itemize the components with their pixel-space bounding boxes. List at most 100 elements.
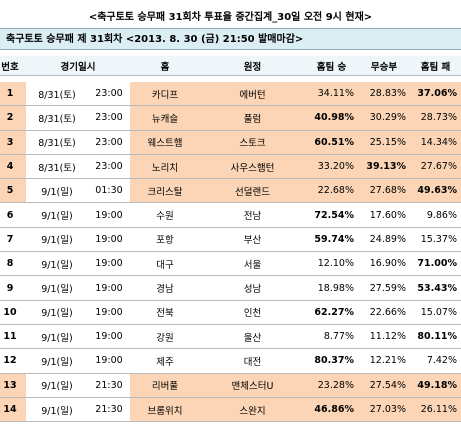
table-cell: 리버풀 bbox=[130, 373, 200, 398]
table-cell: 21:30 bbox=[88, 374, 130, 398]
column-header: 무승부 bbox=[358, 56, 410, 76]
table-cell: 크리스탈 bbox=[130, 179, 200, 204]
table-cell: 23:00 bbox=[88, 106, 130, 131]
table-cell: 19:00 bbox=[88, 325, 130, 350]
column-header: 홈팀 패 bbox=[410, 56, 461, 76]
table-cell: 71.00% bbox=[410, 252, 461, 277]
table-cell: 대구 bbox=[130, 252, 200, 277]
table-cell: 8/31(토) bbox=[26, 106, 88, 131]
table-cell: 30.29% bbox=[358, 106, 410, 131]
table-cell: 27.59% bbox=[358, 276, 410, 301]
table-cell: 경남 bbox=[130, 276, 200, 301]
table-cell: 7 bbox=[0, 228, 26, 253]
table-cell: 37.06% bbox=[410, 82, 461, 107]
table-cell: 2 bbox=[0, 106, 26, 131]
table-cell: 23.28% bbox=[305, 373, 358, 398]
table-cell: 9/1(일) bbox=[26, 325, 88, 350]
column-header: 홈 bbox=[130, 56, 200, 76]
table-cell: 22.66% bbox=[358, 301, 410, 325]
column-header: 홈팀 승 bbox=[305, 56, 358, 76]
table-cell: 49.18% bbox=[410, 373, 461, 398]
table-cell: 9/1(일) bbox=[26, 301, 88, 325]
table-cell: 풀럼 bbox=[200, 106, 305, 131]
table-cell: 19:00 bbox=[88, 204, 130, 228]
table-cell: 9 bbox=[0, 276, 26, 301]
table-cell: 6 bbox=[0, 204, 26, 228]
table-cell: 22.68% bbox=[305, 179, 358, 204]
table-cell: 뉴캐슬 bbox=[130, 106, 200, 131]
column-header: 경기일시 bbox=[26, 56, 130, 76]
table-cell: 60.51% bbox=[305, 130, 358, 155]
table-cell: 21:30 bbox=[88, 398, 130, 423]
table-cell: 27.68% bbox=[358, 179, 410, 204]
table-cell: 24.89% bbox=[358, 228, 410, 253]
table-cell: 34.11% bbox=[305, 82, 358, 107]
table-cell: 28.83% bbox=[358, 82, 410, 107]
table-cell: 13 bbox=[0, 373, 26, 398]
table-cell: 선덜랜드 bbox=[200, 179, 305, 204]
table-cell: 웨스트햄 bbox=[130, 130, 200, 155]
table-cell: 에버턴 bbox=[200, 82, 305, 107]
table-cell: 성남 bbox=[200, 276, 305, 301]
table-cell: 23:00 bbox=[88, 131, 130, 155]
table-cell: 3 bbox=[0, 130, 26, 155]
table-cell: 49.63% bbox=[410, 179, 461, 204]
table-cell: 28.73% bbox=[410, 106, 461, 131]
table-cell: 27.67% bbox=[410, 154, 461, 180]
table-cell: 72.54% bbox=[305, 204, 358, 228]
table-cell: 포항 bbox=[130, 228, 200, 253]
table-cell: 전남 bbox=[200, 204, 305, 228]
table-cell: 27.03% bbox=[358, 397, 410, 423]
table-cell: 19:00 bbox=[88, 349, 130, 374]
column-header: 번호 bbox=[0, 56, 26, 76]
column-header: 원정 bbox=[200, 56, 305, 76]
table-cell: 23:00 bbox=[88, 82, 130, 107]
table-cell: 8.77% bbox=[305, 325, 358, 350]
table-cell: 1 bbox=[0, 82, 26, 107]
table-cell: 인천 bbox=[200, 301, 305, 325]
table-cell: 맨체스터U bbox=[200, 373, 305, 398]
table-cell: 11 bbox=[0, 325, 26, 350]
table-cell: 8 bbox=[0, 252, 26, 277]
table-cell: 9.86% bbox=[410, 204, 461, 228]
table-cell: 12.21% bbox=[358, 349, 410, 374]
table-cell: 01:30 bbox=[88, 179, 130, 204]
table-cell: 9/1(일) bbox=[26, 252, 88, 277]
table-cell: 울산 bbox=[200, 325, 305, 350]
table-cell: 브롬위치 bbox=[130, 397, 200, 423]
table-cell: 12 bbox=[0, 349, 26, 374]
table-cell: 7.42% bbox=[410, 349, 461, 374]
table-cell: 11.12% bbox=[358, 325, 410, 350]
table-cell: 12.10% bbox=[305, 252, 358, 277]
table-cell: 9/1(일) bbox=[26, 276, 88, 301]
table-cell: 40.98% bbox=[305, 106, 358, 131]
table-cell: 수원 bbox=[130, 204, 200, 228]
table-cell: 4 bbox=[0, 154, 26, 180]
table-cell: 대전 bbox=[200, 349, 305, 374]
table-cell: 9/1(일) bbox=[26, 204, 88, 228]
table-cell: 15.37% bbox=[410, 228, 461, 253]
table-cell: 제주 bbox=[130, 349, 200, 374]
table-cell: 19:00 bbox=[88, 301, 130, 325]
table-cell: 18.98% bbox=[305, 276, 358, 301]
table-cell: 스완지 bbox=[200, 397, 305, 423]
title: <축구토토 승무패 31회차 투표율 중간집계_30일 오전 9시 현재> bbox=[88, 12, 373, 23]
table-cell: 9/1(일) bbox=[26, 398, 88, 423]
table-cell: 스토크 bbox=[200, 130, 305, 155]
table-cell: 46.86% bbox=[305, 397, 358, 423]
table-cell: 노리치 bbox=[130, 154, 200, 180]
table-cell: 14.34% bbox=[410, 130, 461, 155]
table-cell: 9/1(일) bbox=[26, 228, 88, 253]
table-cell: 15.07% bbox=[410, 301, 461, 325]
table-cell: 전북 bbox=[130, 301, 200, 325]
table-cell: 62.27% bbox=[305, 301, 358, 325]
table-cell: 27.54% bbox=[358, 373, 410, 398]
table-cell: 16.90% bbox=[358, 252, 410, 277]
banner: 축구토토 승무패 제 31회차 <2013. 8. 30 (금) 21:50 발… bbox=[0, 28, 461, 50]
table-cell: 80.11% bbox=[410, 325, 461, 350]
table-cell: 사우스햄턴 bbox=[200, 154, 305, 180]
table-cell: 10 bbox=[0, 301, 26, 325]
table-cell: 80.37% bbox=[305, 349, 358, 374]
table-cell: 33.20% bbox=[305, 154, 358, 180]
